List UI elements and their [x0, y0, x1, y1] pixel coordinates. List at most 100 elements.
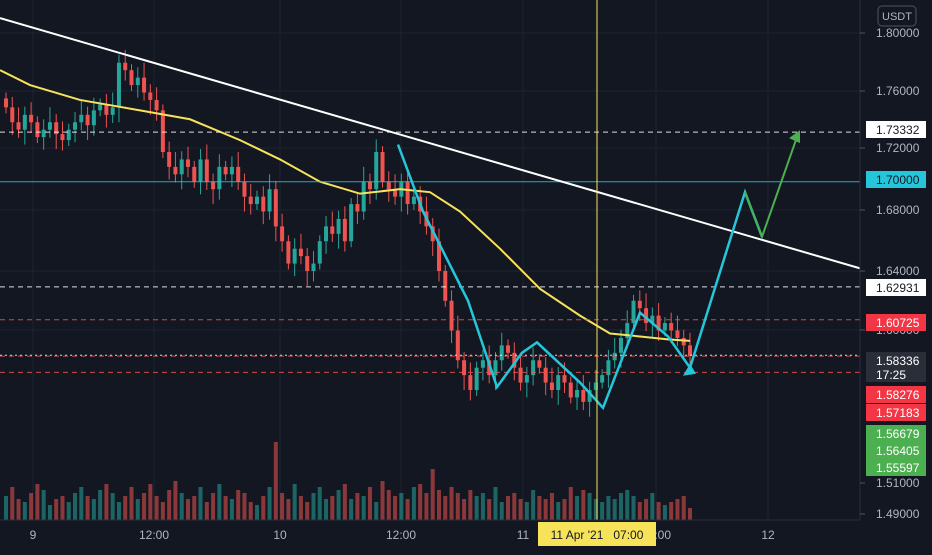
pattern-path[interactable]	[396, 144, 764, 411]
volume-bar	[135, 499, 140, 520]
volume-bar	[386, 490, 391, 520]
volume-bar	[60, 496, 65, 520]
candle-body	[198, 159, 203, 182]
currency-badge-label: USDT	[882, 11, 912, 23]
y-tick-label: 1.80000	[876, 26, 920, 40]
price-marker-badge	[866, 459, 926, 476]
volume-bar	[242, 493, 247, 520]
volume-bar	[148, 484, 153, 520]
volume-bar	[73, 493, 78, 520]
pattern-arrowhead	[683, 363, 696, 376]
crosshair-time-box	[538, 522, 656, 546]
volume-bar	[229, 499, 234, 520]
currency-badge-box[interactable]	[877, 5, 917, 27]
volume-bar	[305, 502, 310, 520]
volume-bar	[129, 487, 134, 520]
candle-body	[236, 166, 241, 182]
y-tick-label: 1.68000	[876, 203, 920, 217]
candle-body	[116, 62, 121, 108]
candle-body	[229, 166, 234, 175]
price-marker-badge	[866, 121, 926, 138]
candle-body	[531, 360, 536, 376]
candle-body	[644, 308, 649, 324]
price-marker-label: 1.62931	[876, 281, 920, 295]
candle-body	[637, 300, 642, 309]
candle-body	[204, 159, 209, 182]
candles	[4, 50, 692, 417]
volume-bar	[493, 487, 498, 520]
candle-body	[85, 114, 90, 126]
price-marker-badge	[866, 404, 926, 421]
candle-body	[142, 77, 147, 93]
forecast-path[interactable]	[744, 133, 799, 240]
candle-body	[110, 107, 115, 115]
candle-body	[29, 114, 34, 123]
volume-bar	[223, 496, 228, 520]
candle-body	[135, 77, 140, 86]
candle-body	[436, 241, 441, 271]
candle-body	[480, 360, 485, 368]
volume-bar	[436, 490, 441, 520]
candle-body	[317, 241, 322, 264]
volume-bar	[681, 496, 686, 520]
volume-bar	[217, 484, 222, 520]
price-marker-badge	[866, 279, 926, 296]
time-axis-background	[0, 520, 932, 550]
volume-bar	[625, 490, 630, 520]
volume-bar	[16, 499, 21, 520]
price-marker-labels: 1.73332 1.70000 1.62931 1.60725 1.5833617:25…	[866, 121, 926, 476]
x-tick-label: 12:00	[139, 528, 169, 542]
candle-body	[543, 367, 548, 383]
candle-body	[575, 390, 580, 398]
candle-body	[79, 114, 84, 123]
trendline[interactable]	[0, 17, 865, 271]
candle-body	[91, 110, 96, 126]
volume-bar	[593, 499, 598, 520]
candle-body	[656, 315, 661, 331]
volume-bar	[179, 493, 184, 520]
volume-bar	[562, 499, 567, 520]
price-marker-badge	[866, 314, 926, 331]
candle-body	[361, 181, 366, 212]
volume-bar	[255, 505, 260, 520]
volume-bar	[349, 499, 354, 520]
price-marker-badge	[866, 352, 926, 382]
candle-body	[10, 107, 15, 123]
currency-badge[interactable]: USDT	[877, 5, 917, 27]
x-tick-label: 11	[517, 528, 530, 542]
volume-bar	[512, 493, 517, 520]
candle-body	[280, 226, 285, 242]
volume-bar	[600, 502, 605, 520]
candle-body	[549, 382, 554, 390]
candle-body	[179, 159, 184, 175]
volume-bar	[185, 499, 190, 520]
candle-body	[185, 159, 190, 167]
candle-body	[625, 323, 630, 338]
volume-bar	[499, 502, 504, 520]
candle-body	[342, 218, 347, 242]
candle-body	[512, 352, 517, 368]
price-marker-lines	[0, 131, 860, 373]
candle-body	[631, 300, 636, 324]
candle-body	[324, 226, 329, 242]
volume-bar	[198, 487, 203, 520]
volume-bar	[581, 490, 586, 520]
volume-bar	[480, 493, 485, 520]
volume-bar	[688, 508, 692, 520]
volume-bar	[261, 496, 266, 520]
candle-body	[223, 166, 228, 175]
price-marker-label: 1.73332	[876, 123, 920, 137]
volume-bar	[267, 487, 272, 520]
volume-bar	[298, 496, 303, 520]
volume-bar	[443, 496, 448, 520]
candle-body	[22, 114, 27, 130]
volume-bar	[367, 487, 372, 520]
candle-body	[217, 166, 222, 190]
candle-body	[506, 345, 511, 353]
candle-body	[211, 181, 216, 190]
candle-body	[286, 241, 291, 264]
candle-body	[355, 204, 360, 212]
volume-bar	[192, 496, 197, 520]
